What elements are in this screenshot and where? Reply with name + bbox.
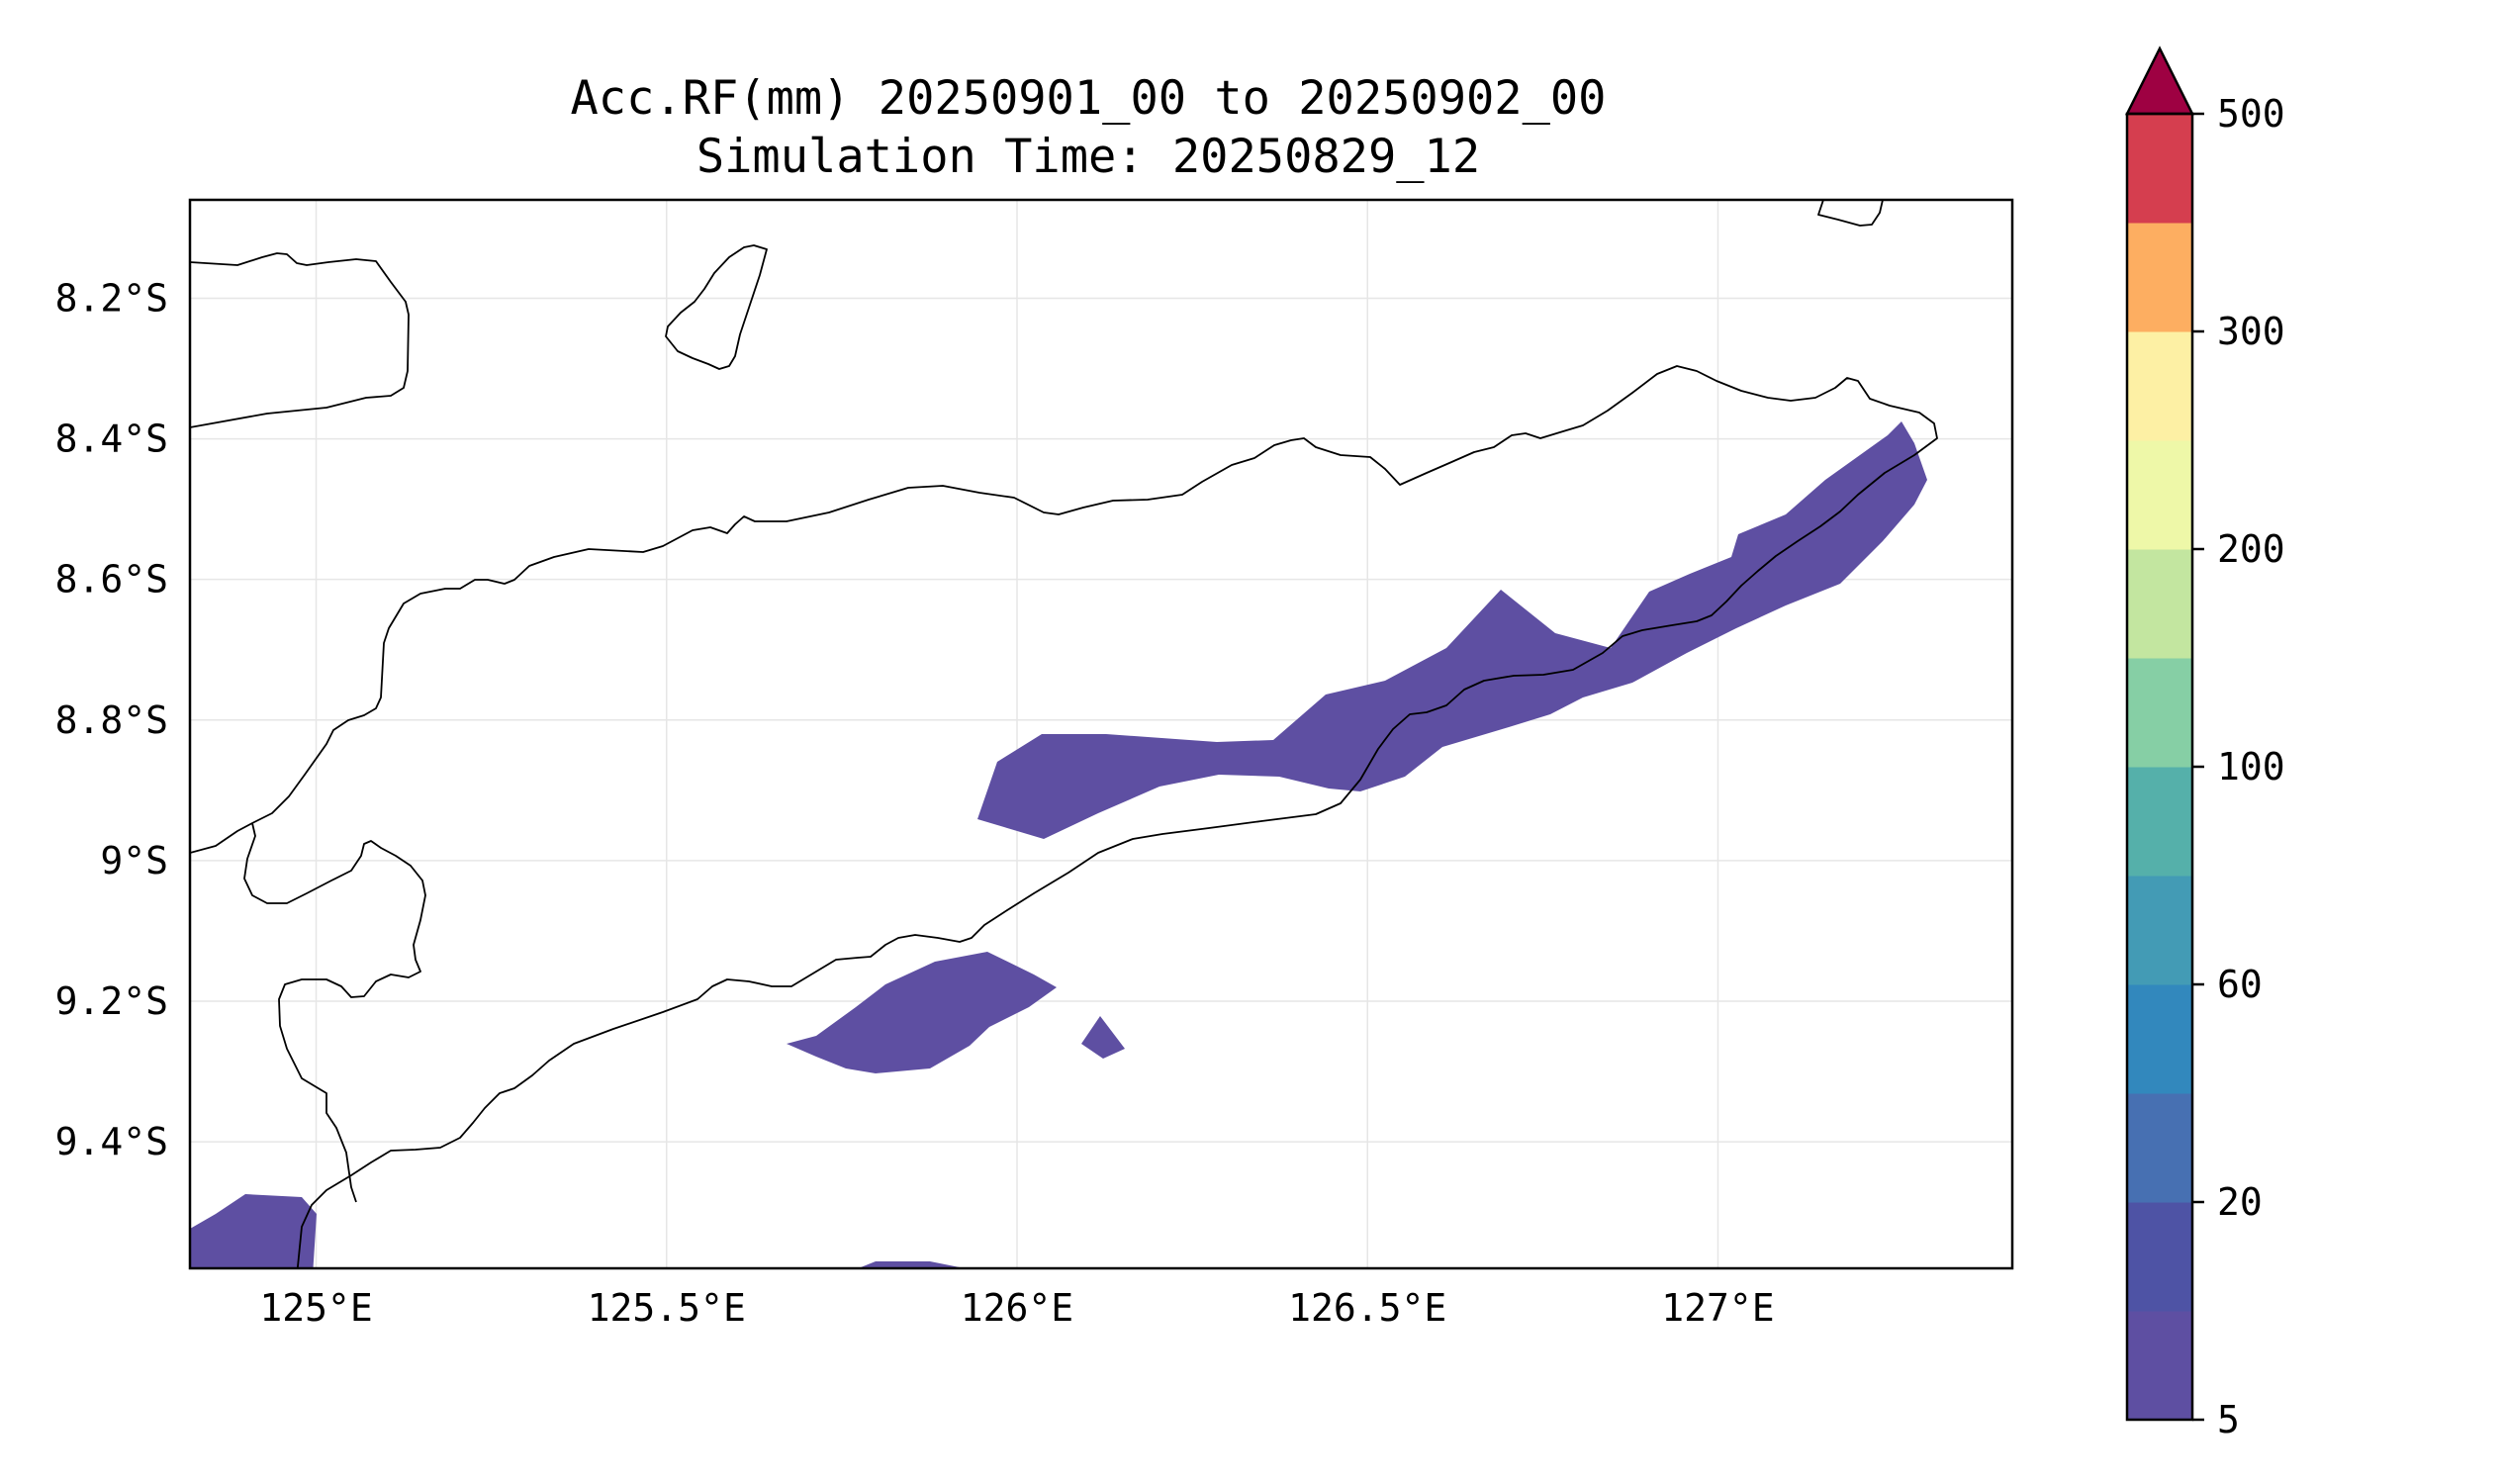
colorbar-bin [2127,984,2192,1094]
latitude-tick-label: 8.4°S [55,417,168,461]
map-frame [188,198,2014,1270]
rain-area-northeast-coast [977,421,1927,839]
coastlines [190,200,1938,1268]
colorbar-bin [2127,1202,2192,1312]
colorbar-tick-label: 60 [2217,963,2263,1006]
colorbar-tick-label: 100 [2217,745,2285,788]
rainfall-shading [190,421,1927,1268]
latitude-tick-label: 8.8°S [55,698,168,742]
colorbar-tick-label: 500 [2217,92,2285,136]
colorbar-tick-label: 20 [2217,1180,2263,1224]
rain-area-small-cell [1081,1016,1125,1059]
colorbar-tick-label: 300 [2217,310,2285,353]
northwest-island-coastline [190,252,410,428]
rain-area-southwest-corner [190,1194,317,1268]
colorbar-tick-label: 5 [2217,1398,2240,1441]
colorbar-bin [2127,876,2192,985]
longitude-tick-label: 125.5°E [588,1286,746,1330]
atauro-island-coastline [665,244,768,370]
longitude-labels: 125°E 125.5°E 126°E 126.5°E 127°E [259,1286,1774,1330]
colorbar-bin [2127,1093,2192,1203]
colorbar-bin [2127,658,2192,768]
colorbar-bin [2127,549,2192,659]
colorbar-bin [2127,331,2192,441]
longitude-tick-label: 126.5°E [1288,1286,1446,1330]
colorbar-extend-arrow [2124,46,2195,116]
longitude-tick-label: 127°E [1661,1286,1774,1330]
latitude-labels: 8.2°S 8.4°S 8.6°S 8.8°S 9°S 9.2°S 9.4°S [55,276,168,1163]
colorbar: 5 20 60 100 200 300 500 [2124,46,2285,1441]
colorbar-bin [2127,223,2192,332]
colorbar-tick-label: 200 [2217,527,2285,571]
latitude-tick-label: 8.2°S [55,276,168,320]
map-title: Acc.RF(mm) 20250901_00 to 20250902_00 [571,71,1607,126]
rain-area-south-coast [787,952,1057,1073]
colorbar-bin [2127,440,2192,550]
graticule [190,200,2012,1268]
colorbar-bin [2127,767,2192,877]
latitude-tick-label: 9.4°S [55,1120,168,1163]
longitude-tick-label: 125°E [259,1286,372,1330]
map-subtitle: Simulation Time: 20250829_12 [696,130,1480,184]
latitude-tick-label: 8.6°S [55,558,168,602]
timor-north-coastline [190,365,1938,1268]
colorbar-bin [2127,114,2192,224]
rain-area-south-edge [858,1261,965,1268]
timor-west-boundary [243,822,426,1203]
northeast-islet-coastline [1817,200,1884,227]
colorbar-bin [2127,1311,2192,1421]
latitude-tick-label: 9°S [100,839,168,882]
latitude-tick-label: 9.2°S [55,979,168,1023]
longitude-tick-label: 126°E [961,1286,1073,1330]
